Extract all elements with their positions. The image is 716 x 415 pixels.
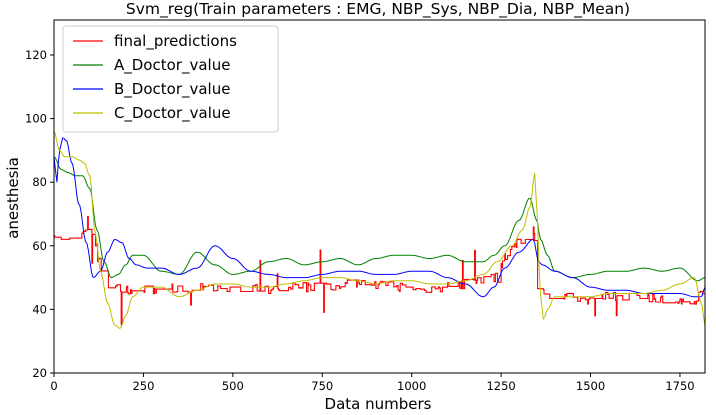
plot-frame [53, 19, 706, 374]
y-tick-label-4: 100 [25, 112, 47, 126]
legend-label-2: B_Doctor_value [114, 80, 230, 99]
x-tick-label-1: 250 [132, 379, 154, 393]
series-group [54, 131, 705, 329]
series-line-2 [54, 137, 705, 298]
plot-area: 0 250 500 750 1000 1250 1500 1750 20 40 60 80 100 120 [25, 19, 706, 393]
y-tick-label-3: 80 [32, 175, 47, 189]
x-tick-label-5: 1250 [486, 379, 515, 393]
x-tick-label-2: 500 [222, 379, 244, 393]
x-axis-label: Data numbers [325, 395, 432, 413]
legend-label-3: C_Doctor_value [114, 104, 231, 123]
y-tick-label-5: 120 [25, 48, 47, 62]
y-tick-label-0: 20 [32, 366, 47, 380]
legend: final_predictions A_Doctor_value B_Doctor_… [62, 25, 279, 133]
y-tick-label-2: 60 [32, 239, 47, 253]
series-line-3 [54, 131, 705, 329]
series-line-0 [54, 215, 705, 326]
series-line-1 [54, 156, 705, 282]
legend-label-1: A_Doctor_value [114, 56, 230, 75]
y-tick-label-1: 40 [32, 302, 47, 316]
x-tick-label-7: 1750 [665, 379, 694, 393]
y-axis-label: anesthesia [4, 157, 22, 239]
legend-label-0: final_predictions [114, 32, 237, 51]
x-tick-label-3: 750 [311, 379, 333, 393]
x-tick-label-4: 1000 [397, 379, 426, 393]
x-tick-label-0: 0 [50, 379, 57, 393]
chart-title: Svm_reg(Train parameters : EMG, NBP_Sys,… [126, 0, 630, 19]
legend-box [62, 25, 279, 133]
x-tick-label-6: 1500 [576, 379, 605, 393]
